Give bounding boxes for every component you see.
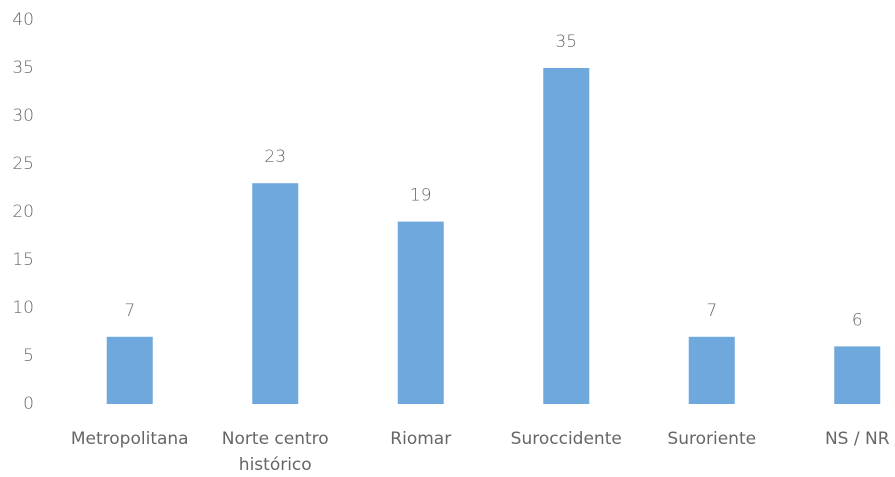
bar — [688, 336, 735, 404]
x-tick-label: Riomar — [390, 429, 452, 449]
bar — [834, 346, 881, 404]
y-tick-label: 15 — [12, 250, 34, 270]
bar — [252, 183, 299, 404]
value-label: 7 — [124, 301, 135, 321]
bar — [397, 221, 444, 404]
bar — [106, 336, 153, 404]
value-label: 6 — [852, 310, 863, 330]
value-label: 19 — [410, 186, 432, 206]
y-tick-label: 30 — [12, 106, 34, 126]
x-tick-label: Norte centro histórico — [221, 429, 329, 475]
bar — [543, 68, 590, 404]
y-tick-label: 25 — [12, 154, 34, 174]
y-tick-label: 0 — [23, 394, 34, 414]
y-tick-label: 5 — [23, 346, 34, 366]
x-tick-label: Metropolitana — [70, 429, 189, 449]
y-tick-label: 35 — [12, 58, 34, 78]
y-tick-label: 20 — [12, 202, 34, 222]
y-tick-label: 40 — [12, 10, 34, 30]
y-tick-label: 10 — [12, 298, 34, 318]
value-label: 7 — [706, 301, 717, 321]
x-tick-label: NS / NR — [824, 429, 890, 449]
x-tick-label: Suroccidente — [510, 429, 622, 449]
x-tick-label: Suroriente — [667, 429, 757, 449]
value-label: 35 — [555, 32, 577, 52]
value-label: 23 — [264, 147, 286, 167]
